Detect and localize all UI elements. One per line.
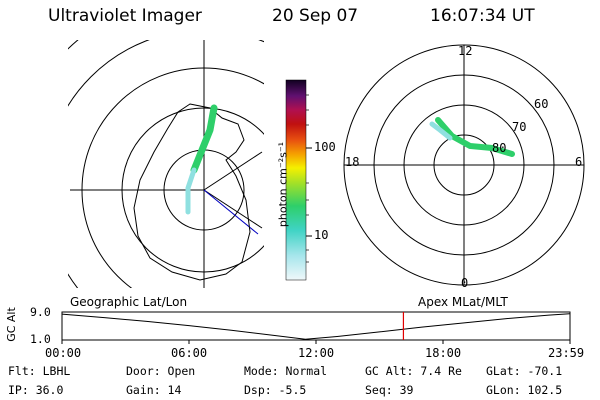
xtick-0000: 00:00 [45, 346, 82, 360]
xtick-0600: 06:00 [171, 346, 208, 360]
info-gain: Gain: 14 [126, 383, 182, 397]
info-seq: Seq: 39 [365, 383, 414, 397]
colorbar-minor-ticks [306, 94, 309, 263]
altitude-plot-frame [61, 311, 571, 341]
geographic-caption: Geographic Lat/Lon [70, 295, 188, 309]
info-gc-alt: GC Alt: 7.4 Re [365, 364, 462, 378]
altitude-plot [61, 311, 571, 344]
mlt-label-0: 0 [461, 276, 469, 290]
polar-aurora-bright [435, 117, 515, 157]
geographic-map [68, 40, 264, 288]
meridian-line [203, 189, 263, 229]
lat-label-60: 60 [534, 97, 549, 111]
info-filter: Flt: LBHL [8, 364, 71, 378]
altitude-ytick-top: 9.0 [30, 305, 51, 319]
polar-aurora-dim [429, 121, 453, 141]
apex-caption: Apex MLat/MLT [418, 295, 508, 309]
time-label: 16:07:34 UT [430, 6, 535, 26]
colorbar-tick-label-10: 10 [314, 228, 329, 242]
xtick-1200: 12:00 [298, 346, 335, 360]
aurora-dim-segment [185, 167, 197, 215]
instrument-title: Ultraviolet Imager [48, 6, 202, 26]
mlt-label-12: 12 [458, 44, 473, 58]
info-mode: Mode: Normal [244, 364, 328, 378]
colorbar [285, 79, 312, 281]
aurora-bright-segment [190, 104, 218, 174]
info-dsp: Dsp: -5.5 [244, 383, 307, 397]
colorbar-tick-label-100: 100 [314, 140, 336, 154]
lat-label-70: 70 [512, 120, 527, 134]
info-ip: IP: 36.0 [8, 383, 64, 397]
altitude-ytick-bottom: 1.0 [30, 332, 51, 346]
polar-plot [343, 44, 585, 286]
mlt-label-18: 18 [345, 155, 360, 169]
altitude-x-ticks [61, 340, 571, 344]
info-glat: GLat: -70.1 [486, 364, 563, 378]
info-door: Door: Open [126, 364, 196, 378]
date-label: 20 Sep 07 [272, 6, 359, 26]
lat-label-80: 80 [492, 141, 507, 155]
coastline-outline [133, 103, 251, 281]
info-glon: GLon: 102.5 [486, 383, 563, 397]
xtick-2359: 23:59 [548, 346, 585, 360]
colorbar-unit-label: photon cm⁻²s⁻¹ [276, 141, 290, 228]
header-bar: Ultraviolet Imager 20 Sep 07 16:07:34 UT [0, 6, 600, 30]
altitude-series-line [61, 313, 570, 340]
altitude-ylabel: GC Alt [4, 307, 18, 342]
xtick-1800: 18:00 [425, 346, 462, 360]
mlt-label-6: 6 [575, 155, 583, 169]
colorbar-gradient [285, 79, 307, 281]
